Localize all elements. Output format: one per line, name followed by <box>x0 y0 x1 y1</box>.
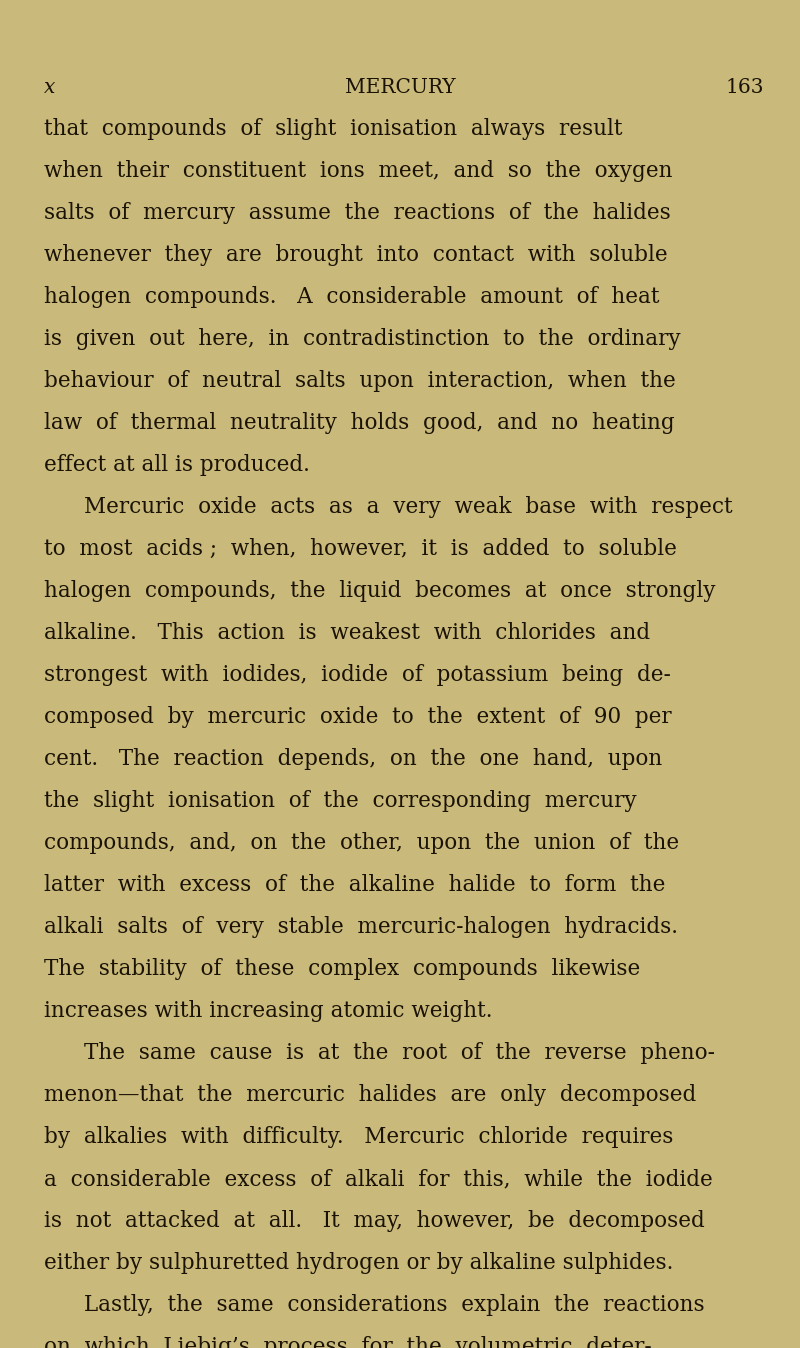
Text: Mercuric  oxide  acts  as  a  very  weak  base  with  respect: Mercuric oxide acts as a very weak base … <box>84 496 733 518</box>
Text: menon—that  the  mercuric  halides  are  only  decomposed: menon—that the mercuric halides are only… <box>44 1084 696 1105</box>
Text: that  compounds  of  slight  ionisation  always  result: that compounds of slight ionisation alwa… <box>44 119 622 140</box>
Text: either by sulphuretted hydrogen or by alkaline sulphides.: either by sulphuretted hydrogen or by al… <box>44 1252 674 1274</box>
Text: The  same  cause  is  at  the  root  of  the  reverse  pheno-: The same cause is at the root of the rev… <box>84 1042 715 1064</box>
Text: alkali  salts  of  very  stable  mercuric-halogen  hydracids.: alkali salts of very stable mercuric-hal… <box>44 917 678 938</box>
Text: 163: 163 <box>726 78 764 97</box>
Text: is  given  out  here,  in  contradistinction  to  the  ordinary: is given out here, in contradistinction … <box>44 328 681 350</box>
Text: a  considerable  excess  of  alkali  for  this,  while  the  iodide: a considerable excess of alkali for this… <box>44 1167 713 1190</box>
Text: latter  with  excess  of  the  alkaline  halide  to  form  the: latter with excess of the alkaline halid… <box>44 874 666 896</box>
Text: the  slight  ionisation  of  the  corresponding  mercury: the slight ionisation of the correspondi… <box>44 790 637 811</box>
Text: MERCURY: MERCURY <box>345 78 455 97</box>
Text: The  stability  of  these  complex  compounds  likewise: The stability of these complex compounds… <box>44 958 640 980</box>
Text: halogen  compounds,  the  liquid  becomes  at  once  strongly: halogen compounds, the liquid becomes at… <box>44 580 715 603</box>
Text: on  which  Liebig’s  process  for  the  volumetric  deter-: on which Liebig’s process for the volume… <box>44 1336 652 1348</box>
Text: salts  of  mercury  assume  the  reactions  of  the  halides: salts of mercury assume the reactions of… <box>44 202 670 224</box>
Text: compounds,  and,  on  the  other,  upon  the  union  of  the: compounds, and, on the other, upon the u… <box>44 832 679 855</box>
Text: is  not  attacked  at  all.   It  may,  however,  be  decomposed: is not attacked at all. It may, however,… <box>44 1211 705 1232</box>
Text: by  alkalies  with  difficulty.   Mercuric  chloride  requires: by alkalies with difficulty. Mercuric ch… <box>44 1126 674 1148</box>
Text: to  most  acids ;  when,  however,  it  is  added  to  soluble: to most acids ; when, however, it is add… <box>44 538 677 559</box>
Text: Lastly,  the  same  considerations  explain  the  reactions: Lastly, the same considerations explain … <box>84 1294 705 1316</box>
Text: x: x <box>44 78 55 97</box>
Text: when  their  constituent  ions  meet,  and  so  the  oxygen: when their constituent ions meet, and so… <box>44 160 673 182</box>
Text: whenever  they  are  brought  into  contact  with  soluble: whenever they are brought into contact w… <box>44 244 668 266</box>
Text: behaviour  of  neutral  salts  upon  interaction,  when  the: behaviour of neutral salts upon interact… <box>44 369 676 392</box>
Text: strongest  with  iodides,  iodide  of  potassium  being  de-: strongest with iodides, iodide of potass… <box>44 665 671 686</box>
Text: alkaline.   This  action  is  weakest  with  chlorides  and: alkaline. This action is weakest with ch… <box>44 621 650 644</box>
Text: composed  by  mercuric  oxide  to  the  extent  of  90  per: composed by mercuric oxide to the extent… <box>44 706 672 728</box>
Text: effect at all is produced.: effect at all is produced. <box>44 454 310 476</box>
Text: increases with increasing atomic weight.: increases with increasing atomic weight. <box>44 1000 493 1022</box>
Text: halogen  compounds.   A  considerable  amount  of  heat: halogen compounds. A considerable amount… <box>44 286 659 307</box>
Text: law  of  thermal  neutrality  holds  good,  and  no  heating: law of thermal neutrality holds good, an… <box>44 412 674 434</box>
Text: cent.   The  reaction  depends,  on  the  one  hand,  upon: cent. The reaction depends, on the one h… <box>44 748 662 770</box>
